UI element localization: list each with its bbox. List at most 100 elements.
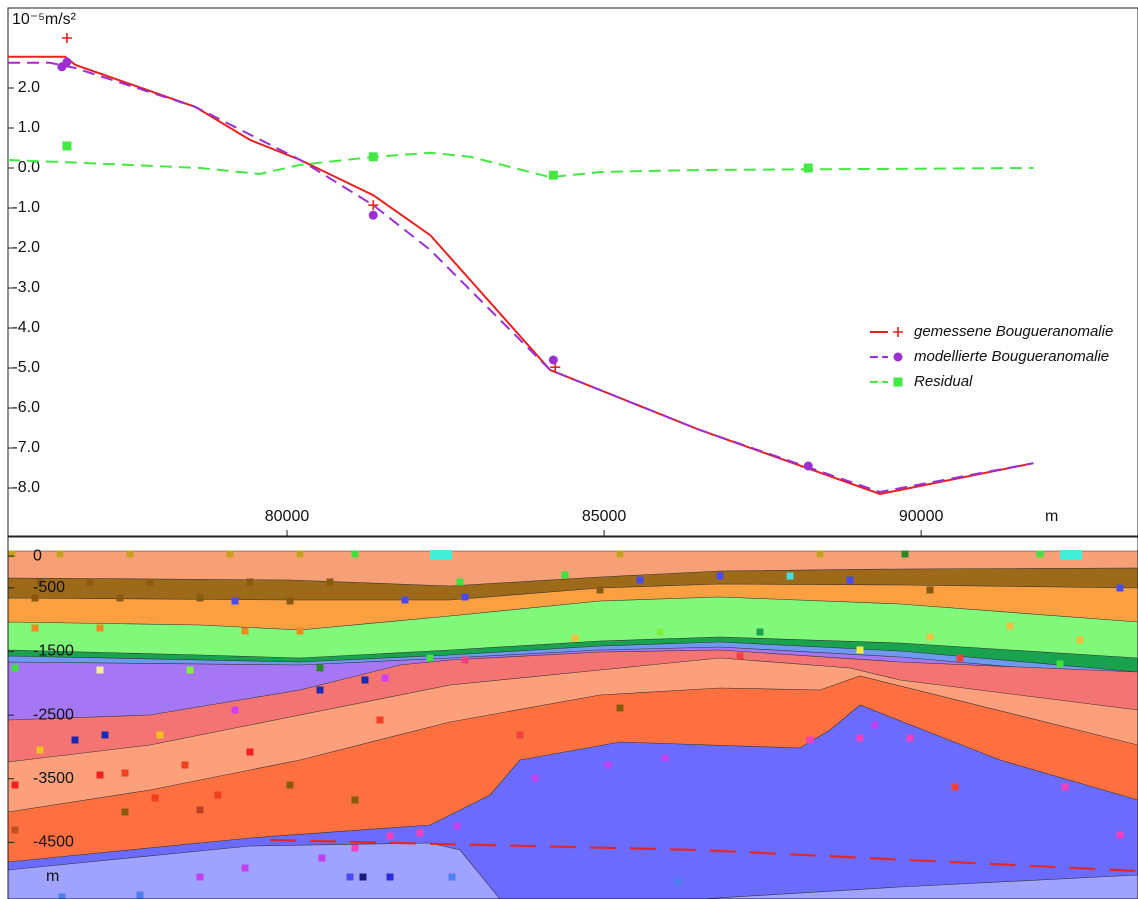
x-tick-label: 85000 (582, 508, 627, 525)
y-tick-label: 0.0 (18, 159, 40, 176)
observation-point (359, 873, 367, 881)
y-tick-label: -8.0 (12, 479, 40, 496)
observation-point (361, 676, 369, 684)
observation-point (351, 796, 359, 804)
observation-point (561, 571, 569, 579)
legend-marker (893, 327, 903, 337)
marker (368, 210, 378, 220)
observation-point (456, 578, 464, 586)
observation-point (31, 594, 39, 602)
observation-point (846, 576, 854, 584)
x-tick-label: 80000 (265, 508, 310, 525)
series-line (7, 151, 1034, 179)
observation-point (604, 761, 612, 769)
observation-point (316, 686, 324, 694)
observation-point (231, 597, 239, 605)
y-tick-label: -5.0 (12, 359, 40, 376)
marker (548, 170, 558, 180)
observation-point (1076, 636, 1084, 644)
observation-point (401, 596, 409, 604)
observation-point (246, 578, 254, 586)
observation-point (86, 578, 94, 586)
legend-label: gemessene Bougueranomalie (914, 323, 1113, 340)
series-line (8, 55, 1034, 496)
observation-point (674, 878, 682, 886)
observation-point (181, 761, 189, 769)
observation-point (196, 873, 204, 881)
observation-point (296, 627, 304, 635)
x-tick-label: 90000 (899, 508, 944, 525)
observation-point (816, 550, 824, 558)
observation-point (571, 634, 579, 642)
observation-point (56, 550, 64, 558)
observation-point (121, 769, 129, 777)
observation-point (386, 832, 394, 840)
observation-point (636, 576, 644, 584)
y-tick-label: -4500 (33, 834, 74, 851)
observation-point (448, 873, 456, 881)
observation-point (11, 664, 19, 672)
y-tick-label: -3500 (33, 770, 74, 787)
observation-point (96, 771, 104, 779)
observation-points (8, 550, 1124, 899)
observation-point (31, 624, 39, 632)
x-axis-label: m (1045, 508, 1058, 525)
observation-point (316, 664, 324, 672)
observation-point (96, 666, 104, 674)
series-line (8, 61, 1034, 494)
observation-point (226, 550, 234, 558)
observation-point (71, 736, 79, 744)
profile-frame (7, 7, 1138, 537)
observation-point (901, 550, 909, 558)
observation-point (146, 578, 154, 586)
observation-point (951, 783, 959, 791)
observation-point (11, 826, 19, 834)
observation-point (786, 572, 794, 580)
observation-point (871, 721, 879, 729)
legend-marker (893, 377, 903, 387)
observation-point (196, 806, 204, 814)
observation-point (11, 781, 19, 789)
observation-point (461, 593, 469, 601)
observation-point (36, 578, 44, 586)
y-tick-label: 0 (33, 547, 42, 564)
section-y-axis-label: m (46, 868, 59, 885)
observation-point (246, 748, 254, 756)
marker (803, 461, 813, 471)
observation-point (736, 652, 744, 660)
observation-point (101, 731, 109, 739)
legend-label: Residual (914, 373, 973, 390)
observation-point (956, 654, 964, 662)
observation-point (716, 572, 724, 580)
observation-point (121, 808, 129, 816)
observation-point (756, 628, 764, 636)
observation-point (186, 666, 194, 674)
observation-point (151, 794, 159, 802)
observation-point (386, 873, 394, 881)
y-tick-label: -500 (33, 579, 65, 596)
observation-point (126, 550, 134, 558)
marker (61, 33, 72, 43)
observation-point (926, 586, 934, 594)
observation-point (656, 628, 664, 636)
observation-point (531, 774, 539, 782)
observation-point (326, 578, 334, 586)
observation-point (616, 550, 624, 558)
observation-point (156, 731, 164, 739)
observation-point (214, 791, 222, 799)
observation-point (196, 594, 204, 602)
observation-point (516, 731, 524, 739)
observation-point (136, 891, 144, 899)
observation-point (1006, 622, 1014, 630)
y-tick-label: 1.0 (18, 119, 40, 136)
observation-point (346, 873, 354, 881)
observation-point (596, 586, 604, 594)
y-tick-label: -6.0 (12, 399, 40, 416)
section-frame (7, 536, 1138, 899)
observation-point (96, 624, 104, 632)
observation-point (351, 550, 359, 558)
observation-point (453, 822, 461, 830)
observation-point (241, 627, 249, 635)
observation-point (661, 754, 669, 762)
